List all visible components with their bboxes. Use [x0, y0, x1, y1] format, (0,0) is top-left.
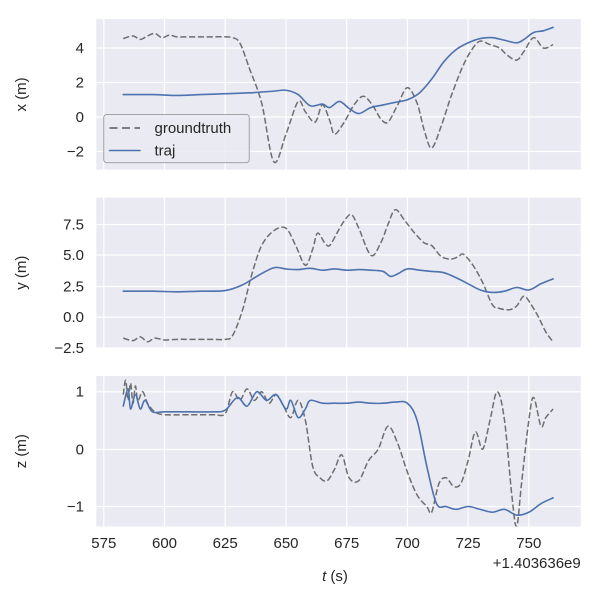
svg-text:groundtruth: groundtruth	[155, 120, 232, 137]
svg-text:−2.5: −2.5	[54, 340, 84, 357]
svg-text:1: 1	[76, 384, 84, 401]
svg-text:y (m): y (m)	[13, 256, 30, 290]
svg-text:0: 0	[76, 442, 84, 459]
svg-text:+1.403636e9: +1.403636e9	[493, 555, 581, 572]
svg-text:575: 575	[91, 535, 116, 552]
svg-text:750: 750	[516, 535, 541, 552]
svg-text:z (m): z (m)	[13, 434, 30, 468]
svg-text:0.0: 0.0	[63, 309, 84, 326]
svg-text:650: 650	[273, 535, 298, 552]
svg-text:t (s): t (s)	[322, 568, 348, 585]
svg-text:0: 0	[76, 109, 84, 126]
svg-text:−2: −2	[67, 144, 84, 161]
svg-text:x (m): x (m)	[13, 77, 30, 111]
svg-text:4: 4	[76, 40, 84, 57]
svg-text:7.5: 7.5	[63, 217, 84, 234]
svg-text:2.5: 2.5	[63, 279, 84, 296]
svg-text:700: 700	[395, 535, 420, 552]
svg-text:675: 675	[334, 535, 359, 552]
svg-text:2: 2	[76, 75, 84, 92]
svg-text:5.0: 5.0	[63, 247, 84, 264]
svg-text:600: 600	[152, 535, 177, 552]
svg-text:625: 625	[213, 535, 238, 552]
svg-text:traj: traj	[155, 143, 176, 160]
svg-text:725: 725	[456, 535, 481, 552]
svg-text:−1: −1	[67, 499, 84, 516]
